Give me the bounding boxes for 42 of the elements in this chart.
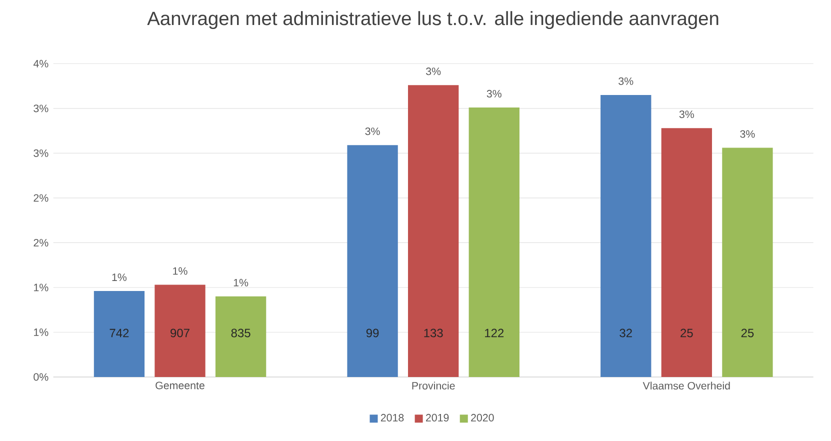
data-label: 3% xyxy=(486,90,502,98)
bar xyxy=(347,145,398,377)
y-tick-label: 2% xyxy=(34,194,48,202)
annotation: 99 xyxy=(366,328,379,338)
y-tick-label: 4% xyxy=(33,60,48,68)
x-tick-label: Gemeente xyxy=(156,382,204,390)
bar xyxy=(600,94,652,377)
bar xyxy=(94,291,145,377)
annotation: 25 xyxy=(680,328,693,338)
bar xyxy=(215,296,266,377)
bar xyxy=(408,85,459,377)
y-tick-label: 2% xyxy=(34,238,48,246)
y-tick-label: 3% xyxy=(34,104,48,112)
x-tick-label: Vlaamse Overheid xyxy=(642,382,730,390)
annotation: 122 xyxy=(485,328,504,338)
annotation: 133 xyxy=(424,328,443,338)
legend-label: 2020 xyxy=(471,414,494,422)
data-label: 3% xyxy=(365,128,380,136)
data-label: 3% xyxy=(679,110,694,118)
y-tick-label: 1% xyxy=(34,284,48,292)
bar xyxy=(661,128,712,377)
data-label: 3% xyxy=(740,130,755,138)
bar xyxy=(154,284,206,377)
data-label: 1% xyxy=(112,274,127,281)
y-tick-label: 0% xyxy=(34,373,48,381)
annotation: 907 xyxy=(170,328,190,338)
data-label: 1% xyxy=(173,267,188,275)
annotation: 32 xyxy=(620,328,632,338)
annotation: 835 xyxy=(231,328,250,338)
chart-title: Aanvragen met administratieve lus t.o.v. alle ingediende aanvragen xyxy=(147,11,718,30)
bar xyxy=(468,108,520,377)
y-tick-label: 1% xyxy=(34,328,48,336)
data-label: 3% xyxy=(618,77,634,85)
legend-label: 2019 xyxy=(426,414,449,422)
legend-label: 2018 xyxy=(380,414,404,422)
data-label: 3% xyxy=(426,68,441,76)
bar xyxy=(722,148,773,377)
data-label: 1% xyxy=(234,278,248,286)
x-tick-label: Provincie xyxy=(412,382,455,390)
annotation: 25 xyxy=(741,328,754,338)
y-tick-label: 3% xyxy=(34,149,48,157)
annotation: 742 xyxy=(110,328,129,338)
